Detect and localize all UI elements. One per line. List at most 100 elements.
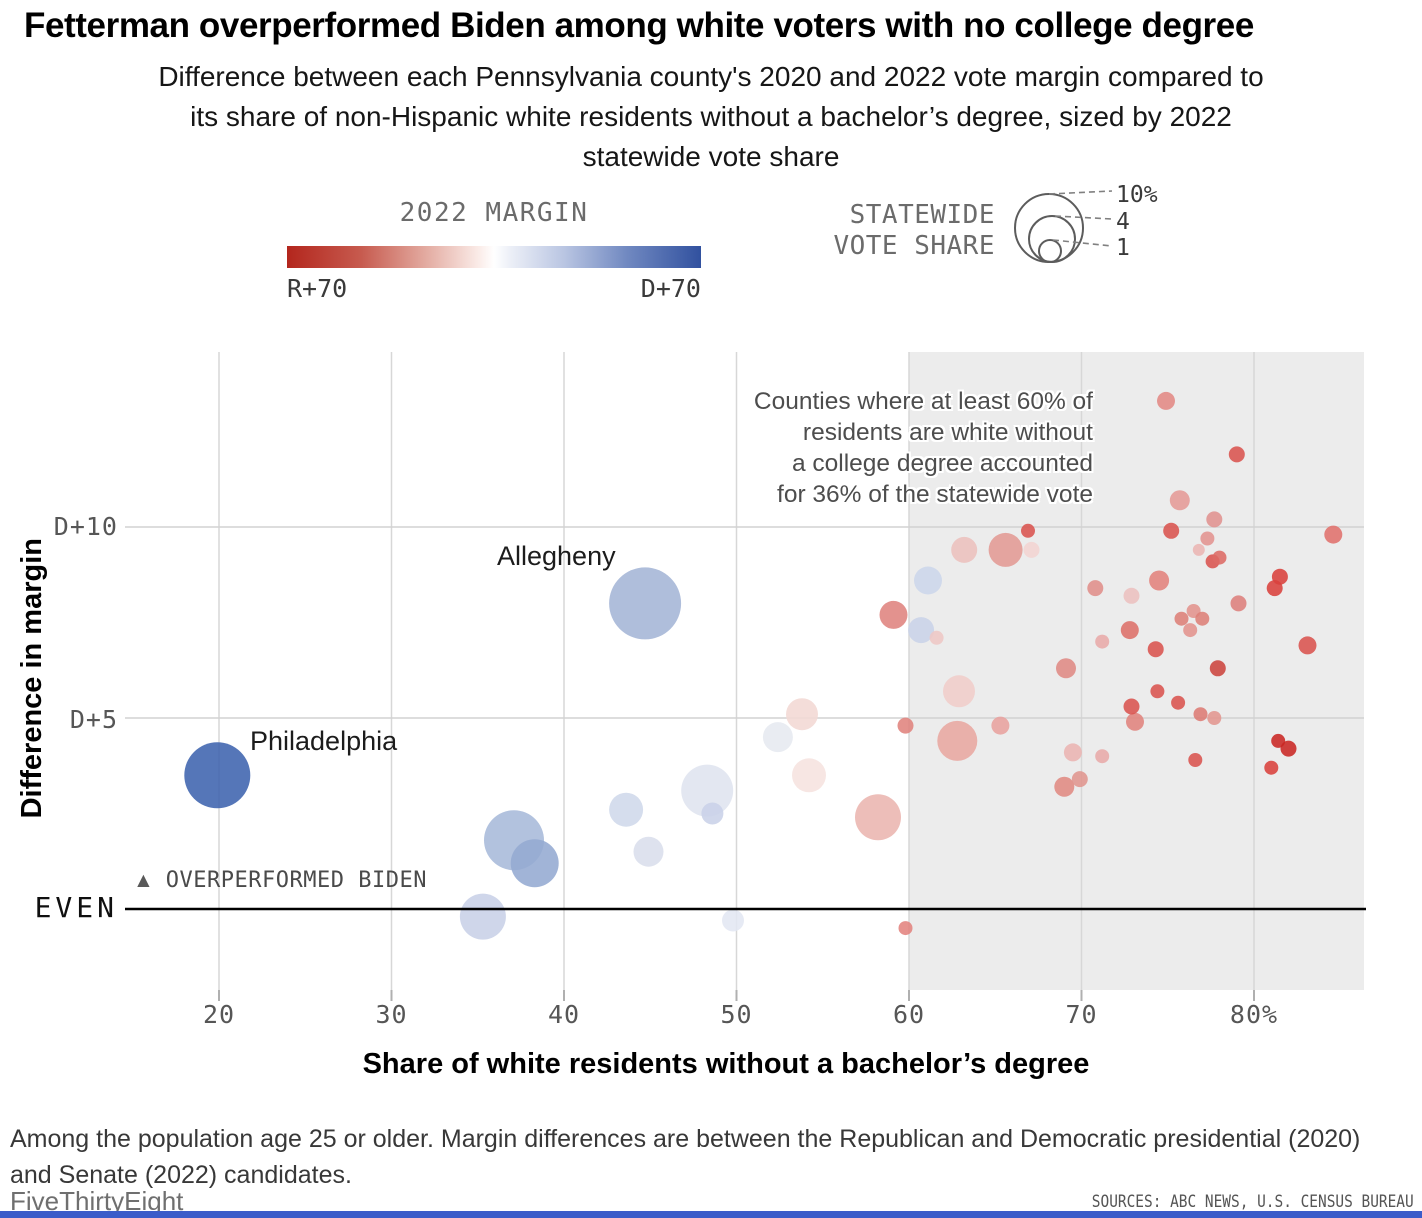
county-bubble	[929, 630, 944, 645]
county-bubble	[855, 794, 901, 841]
county-bubble	[1126, 712, 1144, 731]
up-triangle-icon: ▲	[133, 869, 154, 892]
county-bubble	[1023, 541, 1040, 558]
county-bubble	[609, 792, 644, 827]
footnote: Among the population age 25 or older. Ma…	[10, 1125, 1361, 1189]
county-bubble	[1205, 554, 1220, 569]
label-allegheny: Allegheny	[497, 541, 616, 571]
x-tick-label-20: 20	[202, 1000, 236, 1029]
county-bubble	[1195, 611, 1210, 626]
county-bubble	[1228, 446, 1245, 463]
county-bubble	[786, 698, 818, 731]
county-bubble	[879, 600, 908, 629]
county-bubble	[1157, 391, 1175, 410]
margin-legend-right-label: D+70	[640, 274, 701, 303]
county-bubble	[1063, 743, 1082, 762]
size-legend-leader-4pct	[1054, 215, 1113, 220]
margin-color-gradient-bar	[287, 246, 701, 268]
county-bubble	[1123, 698, 1140, 715]
county-bubble	[1230, 595, 1247, 612]
county-bubble	[762, 722, 793, 753]
county-bubble	[1169, 490, 1190, 511]
size-legend-label-10pct: 10%	[1116, 182, 1158, 208]
size-legend-circle-10pct	[1014, 193, 1084, 263]
county-bubble	[991, 716, 1010, 735]
county-bubble	[1271, 568, 1288, 585]
county-bubble	[1188, 753, 1203, 767]
overperformed-biden-label: OVERPERFORMED BIDEN	[165, 868, 427, 893]
county-bubble	[1271, 733, 1286, 748]
county-bubble	[1163, 522, 1180, 539]
size-legend-title: STATEWIDE VOTE SHARE	[833, 200, 995, 261]
county-bubble	[1021, 523, 1035, 538]
county-bubble	[1171, 695, 1186, 710]
y-tick-label-d5: D+5	[69, 705, 118, 734]
county-bubble	[1095, 749, 1110, 764]
x-tick-label-30: 30	[375, 1000, 408, 1029]
brand-footer-bar	[0, 1211, 1422, 1218]
county-bubble	[1123, 587, 1140, 604]
county-bubble	[951, 536, 978, 563]
y-tick-label-d10: D+10	[53, 512, 118, 541]
x-tick-label-80: 80%	[1229, 1000, 1279, 1029]
county-bubble	[681, 764, 734, 817]
county-bubble	[701, 802, 724, 825]
size-legend-label-4pct: 4	[1116, 209, 1130, 235]
size-legend-leader-1pct	[1052, 239, 1113, 247]
county-bubble	[1120, 621, 1139, 640]
county-bubble	[1087, 580, 1104, 597]
county-bubble	[1174, 611, 1189, 626]
county-bubble	[1266, 580, 1283, 597]
county-bubble	[1147, 641, 1164, 658]
county-bubble	[1298, 636, 1317, 655]
margin-legend-left-label: R+70	[287, 274, 348, 303]
county-bubble	[1056, 658, 1076, 679]
label-philadelphia: Philadelphia	[250, 726, 398, 756]
x-tick-label-50: 50	[720, 1000, 753, 1029]
x-tick-label-40: 40	[547, 1000, 581, 1029]
y-axis-title: Difference in margin	[16, 538, 48, 819]
county-bubble-allegheny	[609, 567, 682, 640]
size-legend-label-1pct: 1	[1116, 235, 1130, 261]
size-legend-leader-10pct	[1048, 190, 1113, 195]
county-bubble	[1183, 623, 1198, 638]
size-legend-circles	[1014, 190, 1113, 263]
size-legend-circle-1pct	[1038, 239, 1062, 263]
sources-credit: SOURCES: ABC NEWS, U.S. CENSUS BUREAU	[1092, 1192, 1414, 1212]
county-bubble	[459, 893, 506, 940]
county-bubble	[1186, 604, 1201, 618]
y-tick-label-even: EVEN	[34, 891, 118, 924]
county-bubble	[1054, 776, 1075, 797]
county-bubble	[1192, 543, 1205, 556]
county-bubble	[484, 810, 544, 871]
county-bubble	[943, 675, 975, 708]
county-bubble	[510, 839, 559, 888]
county-bubble	[792, 758, 826, 793]
x-tick-label-70: 70	[1065, 1000, 1098, 1029]
axis-layer	[125, 907, 1366, 1001]
county-bubble	[1206, 511, 1223, 528]
county-bubble	[1280, 740, 1297, 757]
margin-legend-title: 2022 MARGIN	[399, 198, 589, 228]
county-bubble	[937, 720, 978, 761]
county-bubble	[1209, 660, 1226, 677]
x-tick-label-60: 60	[892, 1000, 926, 1029]
county-bubble	[1324, 525, 1343, 544]
county-bubble	[1193, 707, 1208, 722]
county-bubble	[1200, 531, 1215, 546]
county-bubble	[914, 566, 942, 595]
county-bubble	[988, 532, 1023, 567]
x-axis-title: Share of white residents without a bache…	[362, 1048, 1090, 1080]
page-subtitle: Difference between each Pennsylvania cou…	[158, 61, 1264, 173]
county-bubble	[1150, 684, 1165, 699]
shaded-region-annotation: Counties where at least 60% of residents…	[753, 388, 1093, 508]
county-bubble	[633, 836, 664, 867]
overperformed-biden-note: ▲ OVERPERFORMED BIDEN	[133, 868, 427, 893]
county-bubble	[1207, 711, 1222, 725]
county-bubble	[1071, 771, 1088, 788]
county-bubble	[898, 921, 913, 936]
county-bubble	[1149, 570, 1170, 591]
county-bubble	[897, 717, 914, 734]
county-bubble	[722, 909, 744, 932]
